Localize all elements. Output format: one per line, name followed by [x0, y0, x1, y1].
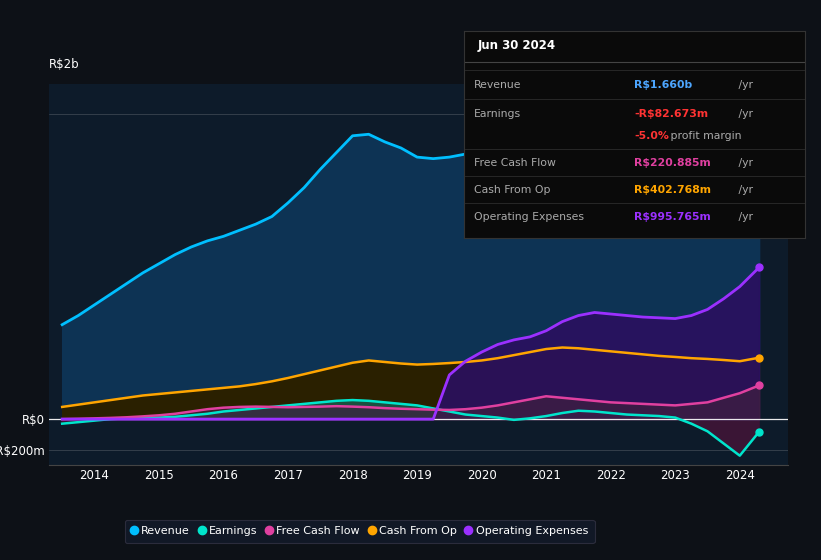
Text: Earnings: Earnings [474, 109, 521, 119]
Text: -R$82.673m: -R$82.673m [635, 109, 709, 119]
Text: R$220.885m: R$220.885m [635, 158, 711, 169]
Text: Cash From Op: Cash From Op [474, 185, 551, 195]
Text: /yr: /yr [735, 80, 753, 90]
Text: /yr: /yr [735, 185, 753, 195]
Text: R$1.660b: R$1.660b [635, 80, 692, 90]
Text: profit margin: profit margin [667, 132, 741, 142]
Legend: Revenue, Earnings, Free Cash Flow, Cash From Op, Operating Expenses: Revenue, Earnings, Free Cash Flow, Cash … [125, 520, 594, 543]
Text: Revenue: Revenue [474, 80, 521, 90]
Text: Jun 30 2024: Jun 30 2024 [478, 39, 556, 52]
Text: R$995.765m: R$995.765m [635, 212, 711, 222]
Text: Free Cash Flow: Free Cash Flow [474, 158, 556, 169]
Text: /yr: /yr [735, 212, 753, 222]
Text: R$2b: R$2b [49, 58, 80, 71]
Text: /yr: /yr [735, 109, 753, 119]
Text: -5.0%: -5.0% [635, 132, 669, 142]
Text: R$402.768m: R$402.768m [635, 185, 711, 195]
Text: Operating Expenses: Operating Expenses [474, 212, 584, 222]
Text: /yr: /yr [735, 158, 753, 169]
